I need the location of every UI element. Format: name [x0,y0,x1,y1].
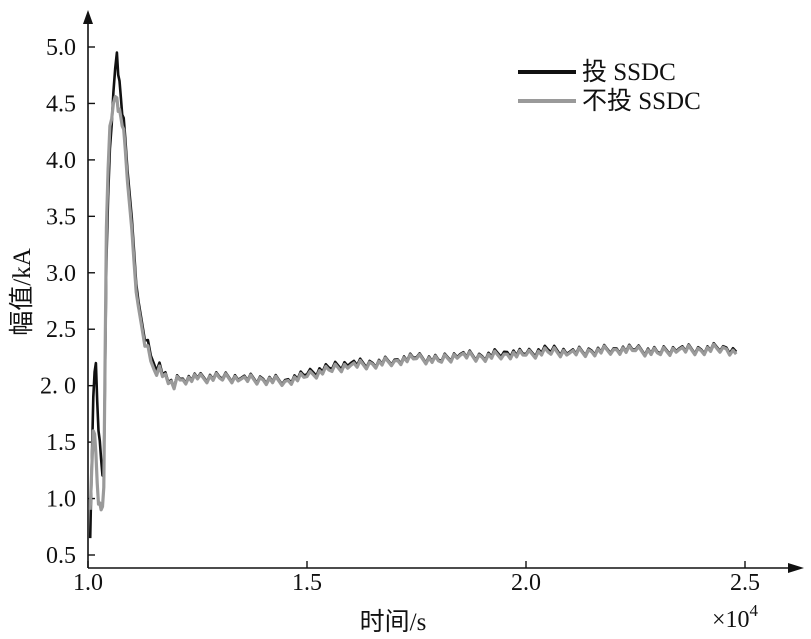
legend-label-series-1: 投 SSDC [582,58,676,86]
x-tick-label: 2.5 [730,570,760,596]
x-multiplier-base: ×10 [712,607,750,633]
y-tick-label: 2.5 [46,317,76,343]
y-tick-label: 1.0 [46,487,76,513]
labels-layer: 幅值/kA 时间/s ×104 [8,248,759,636]
y-axis-arrow [83,10,93,24]
y-tick-label: 1.5 [46,430,76,456]
series-line-1 [88,51,738,539]
series-layer [88,51,738,539]
y-tick-label: 4.0 [46,148,76,174]
legend: 投 SSDC 不投 SSDC [518,58,701,115]
y-tick-label: 0.5 [46,543,76,569]
x-multiplier-exponent: 4 [750,601,759,620]
x-tick-label: 2.0 [511,570,541,596]
y-tick-label: 2. 0 [40,374,76,400]
x-axis-multiplier: ×104 [712,601,759,633]
y-tick-label: 3.0 [46,261,76,287]
x-axis-arrow [788,563,804,573]
x-tick-label: 1.0 [73,570,103,596]
y-tick-label: 4.5 [46,91,76,117]
y-tick-label: 3.5 [46,204,76,230]
axes-layer: 1.0 1.5 2.0 2.50.51.01.52. 02.53.03.54.04.5… [40,10,804,596]
x-tick-label: 1.5 [292,570,322,596]
y-tick-label: 5.0 [46,35,76,61]
legend-label-series-2: 不投 SSDC [582,87,701,115]
series-line-2 [88,95,738,512]
x-axis-title: 时间/s [360,608,427,634]
y-axis-title: 幅值/kA [8,248,36,336]
